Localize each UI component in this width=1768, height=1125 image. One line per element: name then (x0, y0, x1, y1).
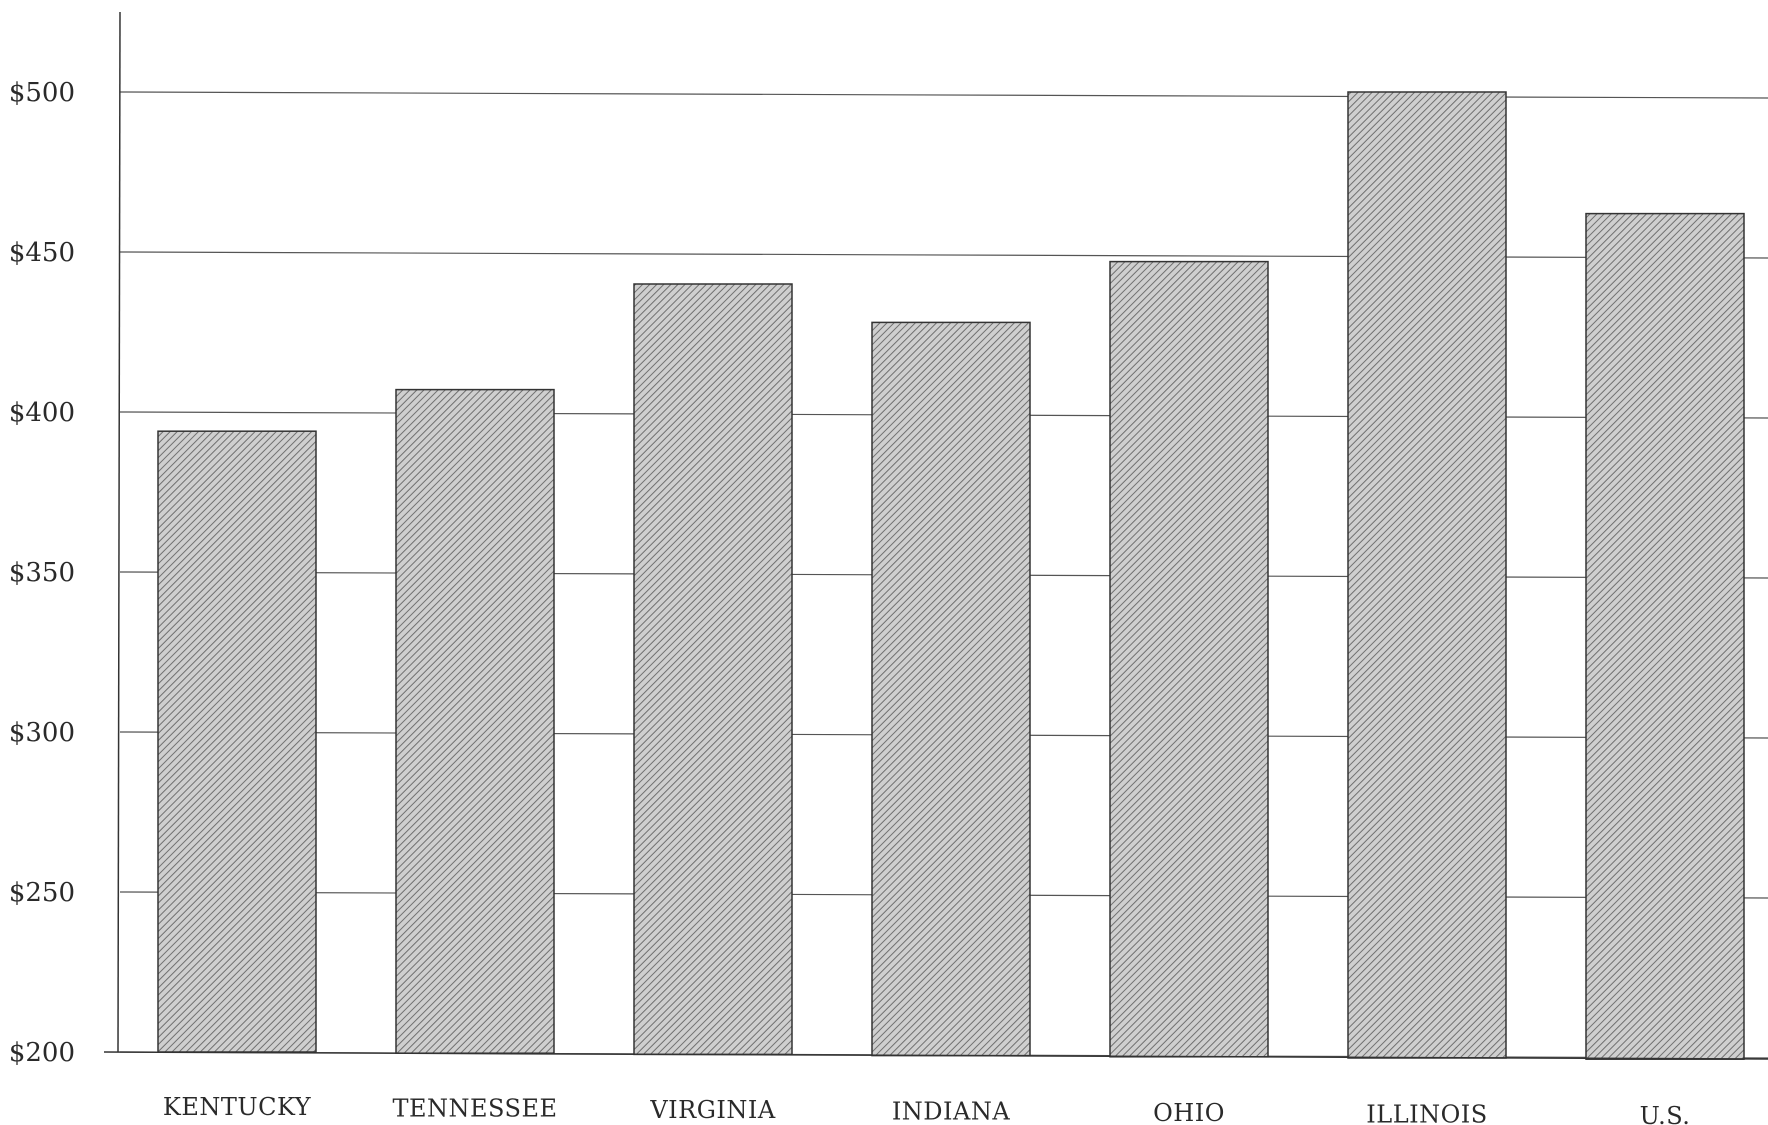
bar-illinois (1347, 91, 1507, 1059)
bars (157, 91, 1745, 1060)
bar-kentucky (157, 430, 317, 1053)
y-tick-label: $200 (9, 1038, 75, 1068)
y-tick-label: $350 (9, 558, 75, 588)
gridline-500 (119, 91, 1768, 99)
x-axis-line (103, 1051, 1768, 1060)
y-tick-label: $250 (9, 878, 75, 908)
x-category-label: U.S. (1640, 1102, 1691, 1125)
x-category-label: INDIANA (892, 1098, 1011, 1125)
y-axis-line (117, 11, 121, 1053)
bar-tennessee (395, 388, 555, 1054)
bar-virginia (633, 283, 793, 1056)
bar-indiana (871, 321, 1031, 1057)
y-tick-label: $400 (9, 398, 75, 428)
bar-us (1585, 212, 1745, 1060)
x-category-label: KENTUCKY (163, 1093, 312, 1121)
axes (103, 11, 1768, 1060)
y-tick-label: $500 (9, 78, 75, 108)
y-tick-label: $450 (9, 238, 75, 268)
x-category-label: TENNESSEE (392, 1095, 557, 1123)
x-category-label: ILLINOIS (1366, 1101, 1487, 1125)
y-tick-label: $300 (9, 718, 75, 748)
gridline-450 (119, 251, 1768, 259)
x-category-label: OHIO (1153, 1099, 1225, 1125)
x-category-label: VIRGINIA (649, 1096, 776, 1124)
y-tick-labels: $200 $250 $300 $350 $400 $450 $500 (9, 78, 75, 1068)
bar-ohio (1109, 260, 1269, 1058)
x-category-labels: KENTUCKY TENNESSEE VIRGINIA INDIANA OHIO ILLI… (163, 1093, 1691, 1125)
